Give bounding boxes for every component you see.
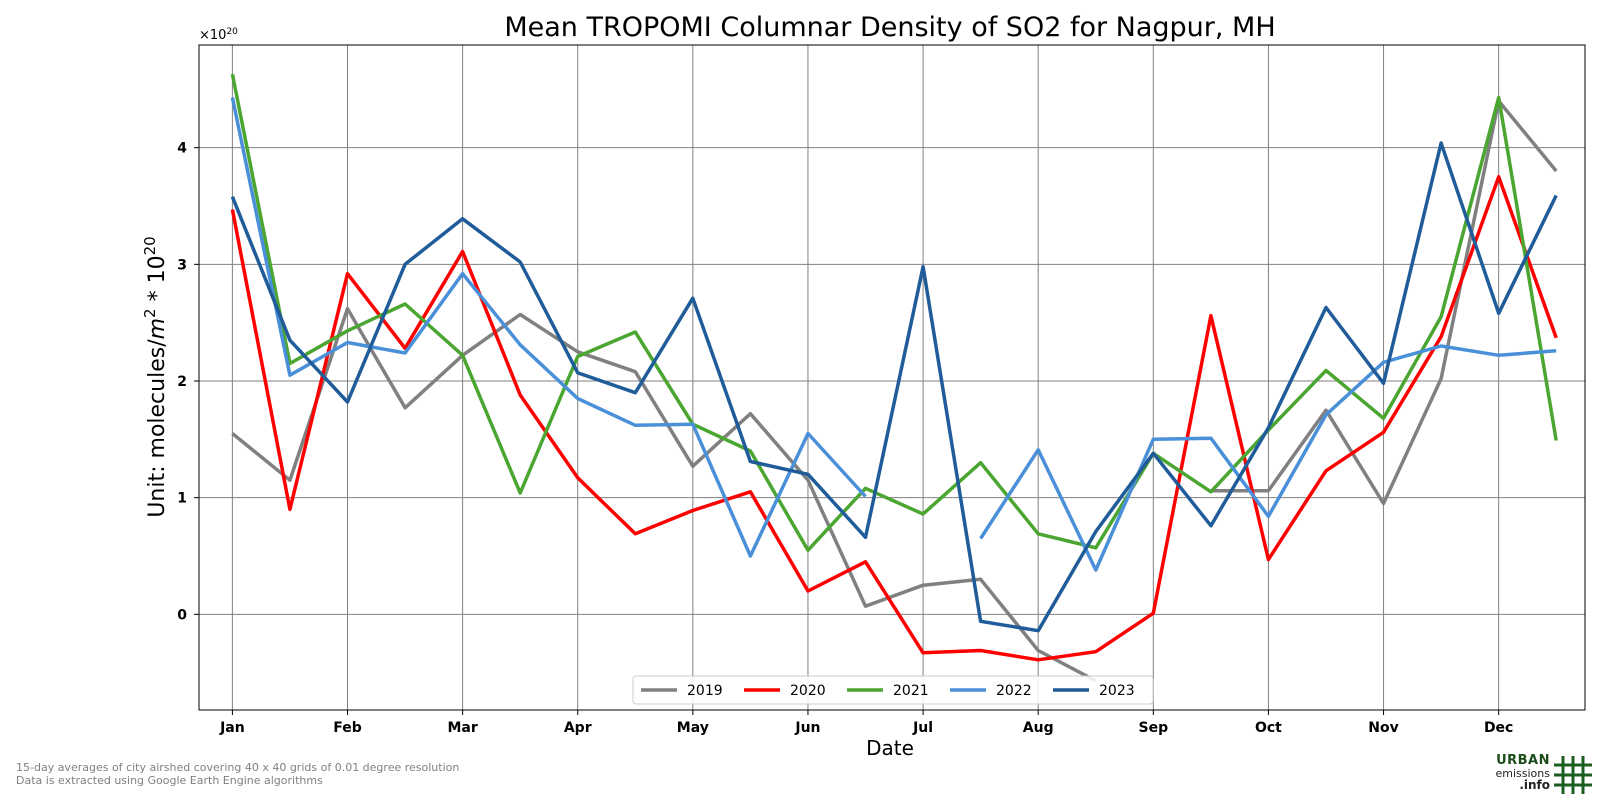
series-line-2020 bbox=[230, 175, 1558, 662]
footnote-line-1: 15-day averages of city airshed covering… bbox=[16, 761, 460, 774]
footnote-line-2: Data is extracted using Google Earth Eng… bbox=[16, 774, 323, 787]
axis-ticks: Jan Feb Mar Apr May Jun Jul Aug Sep Oct Nov Dec 0 1 2 3… bbox=[177, 141, 1513, 736]
y-tick-label: 4 bbox=[177, 141, 187, 157]
plot-frame bbox=[198, 44, 1586, 711]
x-tick-label: Mar bbox=[447, 720, 477, 736]
x-tick-label: Sep bbox=[1139, 720, 1169, 736]
x-tick-label: Aug bbox=[1023, 720, 1054, 736]
x-tick-label: Dec bbox=[1484, 720, 1513, 736]
series-line-2019 bbox=[231, 306, 1097, 683]
series-line-2022 bbox=[979, 344, 1557, 572]
x-tick-label: Feb bbox=[333, 720, 362, 736]
x-tick-label: May bbox=[677, 720, 709, 736]
logo-grid-icon bbox=[1554, 756, 1592, 794]
series-line-2021 bbox=[230, 73, 1558, 552]
y-offset-label: ×1020 bbox=[199, 27, 238, 43]
y-axis-label: Unit: molecules/m2 * 1020 bbox=[141, 236, 170, 517]
chart-title: Mean TROPOMI Columnar Density of SO2 for… bbox=[504, 12, 1275, 43]
x-tick-label: Nov bbox=[1368, 720, 1398, 736]
logo-line-3: .info bbox=[1519, 778, 1550, 792]
y-tick-label: 3 bbox=[177, 257, 187, 273]
legend-label-2019: 2019 bbox=[687, 683, 723, 699]
x-axis-label: Date bbox=[866, 736, 914, 760]
legend-label-2021: 2021 bbox=[893, 683, 929, 699]
legend-label-2023: 2023 bbox=[1099, 683, 1135, 699]
series-line-2023 bbox=[230, 141, 1558, 633]
x-tick-label: Jul bbox=[912, 720, 933, 736]
legend-label-2022: 2022 bbox=[996, 683, 1032, 699]
y-tick-label: 2 bbox=[177, 374, 187, 390]
series-line-2022 bbox=[230, 97, 867, 558]
x-tick-label: Jun bbox=[794, 720, 820, 736]
urban-emissions-logo: URBAN emissions .info bbox=[1462, 754, 1592, 794]
y-tick-label: 1 bbox=[177, 491, 187, 507]
legend-label-2020: 2020 bbox=[790, 683, 826, 699]
y-tick-label: 0 bbox=[177, 607, 187, 623]
legend: 2019 2020 2021 2022 2023 bbox=[632, 675, 1154, 705]
x-tick-label: Oct bbox=[1255, 720, 1282, 736]
logo-line-1: URBAN bbox=[1496, 753, 1550, 768]
legend-box bbox=[632, 675, 1154, 705]
series-lines bbox=[230, 73, 1558, 683]
logo-line-2: emissions bbox=[1495, 767, 1551, 780]
x-tick-label: Apr bbox=[564, 720, 592, 736]
grid bbox=[199, 45, 1585, 710]
x-tick-label: Jan bbox=[219, 720, 245, 736]
